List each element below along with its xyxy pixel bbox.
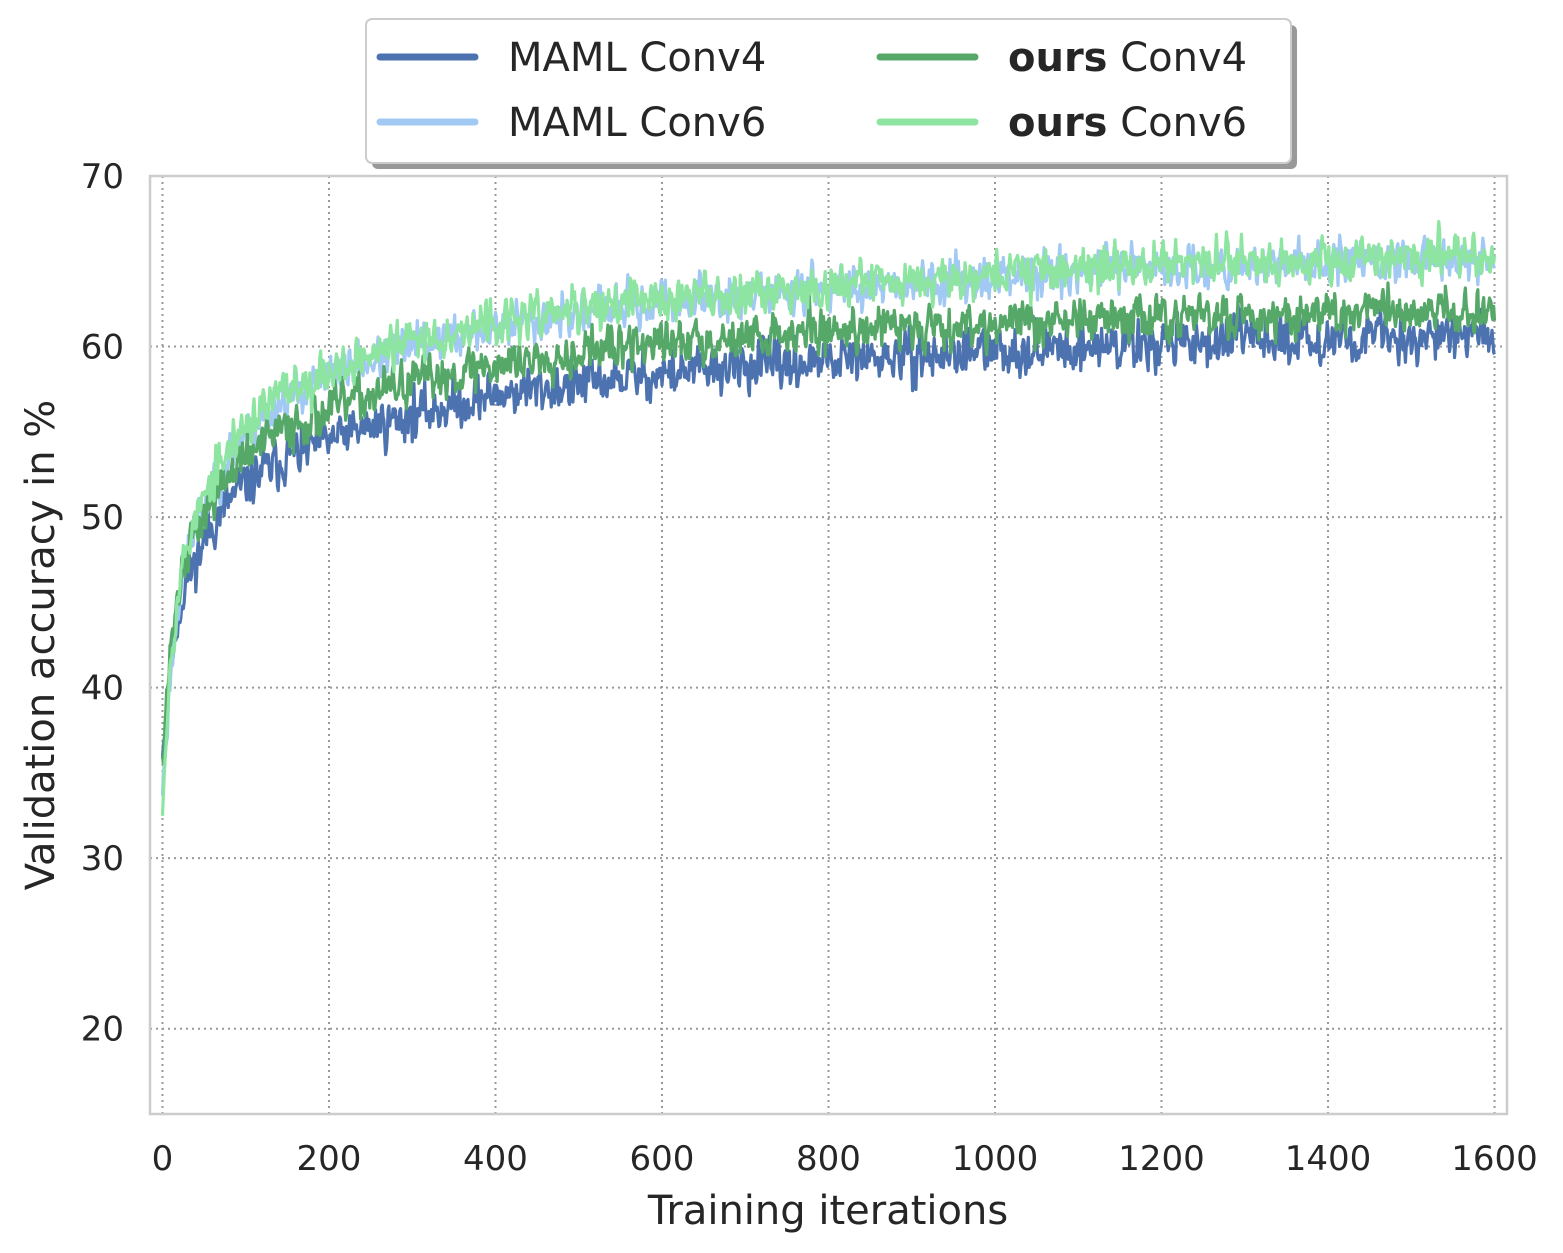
x-axis-title: Training iterations [647,1188,1008,1234]
x-tick-label: 600 [630,1139,695,1179]
x-tick-label: 1000 [952,1139,1039,1179]
series-line [160,303,1496,759]
series-line [160,219,1497,816]
series-line [160,281,1497,765]
legend-label: MAML Conv4 [508,35,766,81]
y-tick-label: 30 [81,839,124,879]
y-tick-label: 70 [81,157,124,197]
legend-label: ours Conv4 [1008,35,1247,81]
y-tick-label: 60 [81,328,124,368]
legend-box [365,18,1292,164]
x-tick-label: 0 [152,1139,174,1179]
x-tick-label: 1400 [1285,1139,1372,1179]
y-tick-labels: 20 30 40 50 60 70 [81,157,124,1050]
legend-label: ours Conv6 [1008,100,1247,146]
x-tick-label: 400 [463,1139,528,1179]
y-tick-label: 50 [81,498,124,538]
x-tick-label: 200 [297,1139,362,1179]
x-tick-label: 800 [796,1139,861,1179]
x-tick-label: 1600 [1451,1139,1538,1179]
y-axis-title: Validation accuracy in % [18,400,64,891]
series-layer [160,219,1497,816]
y-tick-label: 40 [81,669,124,709]
plot-frame [148,174,1509,1116]
x-tick-label: 1200 [1118,1139,1205,1179]
y-tick-label: 20 [81,1010,124,1050]
legend-label: MAML Conv6 [508,100,766,146]
x-tick-labels: 0 200 400 600 800 1000 1200 1400 1600 [152,1139,1538,1179]
legend: MAML Conv4 MAML Conv6 ours Conv4 ours Conv6 [365,18,1297,169]
